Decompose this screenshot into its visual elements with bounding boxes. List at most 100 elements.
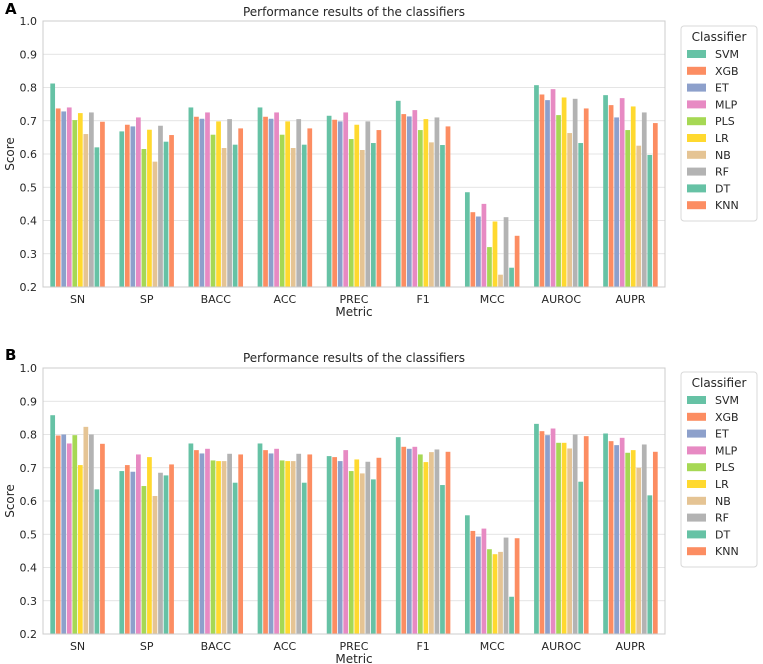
bar-knn-mcc bbox=[514, 235, 520, 287]
bar-svm-sp bbox=[119, 131, 125, 287]
y-tick-label: 0.4 bbox=[20, 562, 38, 575]
bar-lr-acc bbox=[285, 121, 291, 287]
chart-title: Performance results of the classifiers bbox=[243, 351, 465, 365]
bar-svm-f1 bbox=[395, 437, 401, 634]
bar-nb-auroc bbox=[567, 448, 572, 634]
bar-mlp-bacc bbox=[205, 112, 210, 287]
bar-pls-mcc bbox=[487, 549, 492, 634]
legend-label-dt: DT bbox=[715, 528, 730, 541]
bar-rf-auroc bbox=[572, 434, 578, 634]
bar-xgb-f1 bbox=[401, 114, 407, 287]
x-tick-label: AUPR bbox=[616, 293, 646, 306]
legend-label-mlp: MLP bbox=[715, 444, 738, 457]
y-tick-label: 0.3 bbox=[20, 595, 38, 608]
bar-dt-bacc bbox=[232, 482, 238, 634]
x-tick-label: SN bbox=[70, 293, 85, 306]
bar-lr-aupr bbox=[630, 106, 636, 287]
bar-mlp-sp bbox=[136, 117, 141, 287]
bar-knn-bacc bbox=[238, 128, 244, 287]
bar-nb-prec bbox=[359, 473, 365, 634]
bar-dt-f1 bbox=[440, 145, 445, 287]
legend-title: Classifier bbox=[692, 376, 747, 390]
bar-rf-acc bbox=[296, 453, 302, 634]
y-tick-label: 0.8 bbox=[20, 82, 38, 95]
bar-rf-acc bbox=[296, 119, 302, 288]
bar-mlp-mcc bbox=[481, 528, 487, 634]
bar-mlp-aupr bbox=[619, 98, 625, 287]
bar-svm-f1 bbox=[395, 100, 401, 287]
x-tick-label: SP bbox=[140, 293, 154, 306]
bar-dt-sp bbox=[163, 141, 169, 287]
bar-lr-bacc bbox=[216, 121, 221, 287]
bar-rf-bacc bbox=[227, 453, 232, 634]
bar-lr-auroc bbox=[561, 442, 567, 634]
bar-svm-aupr bbox=[603, 433, 608, 634]
bar-rf-prec bbox=[365, 121, 371, 287]
legend-swatch-rf bbox=[687, 513, 706, 522]
y-tick-label: 1.0 bbox=[20, 15, 38, 28]
bar-svm-acc bbox=[257, 443, 263, 634]
bar-xgb-acc bbox=[263, 450, 268, 634]
bar-nb-sn bbox=[83, 134, 89, 287]
bar-lr-prec bbox=[354, 459, 360, 634]
bar-lr-sn bbox=[77, 465, 83, 634]
legend-label-et: ET bbox=[715, 82, 729, 95]
bar-nb-acc bbox=[290, 461, 296, 634]
bar-dt-auroc bbox=[578, 143, 584, 287]
bar-knn-auroc bbox=[583, 436, 589, 634]
bar-dt-sn bbox=[94, 147, 100, 287]
bar-mlp-sn bbox=[66, 107, 72, 287]
bar-et-sp bbox=[130, 126, 136, 287]
legend-swatch-mlp bbox=[687, 100, 706, 109]
x-tick-label: ACC bbox=[274, 293, 297, 306]
x-tick-label: PREC bbox=[340, 293, 369, 306]
bar-svm-prec bbox=[326, 456, 332, 634]
bar-et-bacc bbox=[199, 453, 205, 634]
bar-xgb-acc bbox=[263, 116, 268, 287]
bar-dt-aupr bbox=[647, 154, 653, 287]
legend-swatch-svm bbox=[687, 396, 706, 404]
y-axis-label: Score bbox=[3, 137, 17, 171]
bar-et-sn bbox=[61, 111, 67, 287]
y-tick-label: 0.4 bbox=[20, 215, 38, 228]
bar-dt-sp bbox=[163, 475, 169, 634]
bar-knn-f1 bbox=[445, 451, 451, 634]
x-tick-label: AUROC bbox=[542, 293, 582, 306]
bar-et-aupr bbox=[614, 445, 619, 634]
bar-svm-sn bbox=[50, 83, 56, 287]
legend-label-mlp: MLP bbox=[715, 98, 738, 111]
legend-label-pls: PLS bbox=[715, 115, 735, 128]
bar-svm-aupr bbox=[603, 95, 608, 288]
y-tick-label: 0.3 bbox=[20, 248, 38, 261]
bar-et-auroc bbox=[545, 435, 550, 634]
y-tick-label: 0.5 bbox=[20, 181, 38, 194]
bar-dt-aupr bbox=[647, 495, 653, 634]
bar-pls-f1 bbox=[417, 454, 423, 634]
bar-lr-mcc bbox=[492, 221, 498, 287]
x-tick-label: PREC bbox=[340, 640, 369, 653]
legend-swatch-xgb bbox=[687, 412, 706, 421]
y-tick-label: 0.2 bbox=[20, 628, 38, 641]
legend-swatch-rf bbox=[687, 167, 706, 176]
bar-xgb-auroc bbox=[539, 431, 545, 634]
bar-pls-acc bbox=[279, 460, 285, 634]
bar-lr-aupr bbox=[630, 450, 636, 634]
bar-rf-auroc bbox=[572, 98, 578, 288]
bar-pls-bacc bbox=[210, 134, 216, 287]
legend-label-knn: KNN bbox=[715, 199, 739, 212]
bar-dt-sn bbox=[94, 489, 100, 634]
bar-pls-mcc bbox=[487, 247, 492, 287]
legend-swatch-nb bbox=[687, 150, 706, 159]
bar-svm-bacc bbox=[188, 107, 194, 287]
bar-et-bacc bbox=[199, 118, 205, 287]
bar-nb-bacc bbox=[221, 461, 227, 634]
legend: Classifier SVM XGB ET MLP PLS LR NB RF DT KNN bbox=[680, 371, 758, 568]
x-tick-label: SN bbox=[70, 640, 85, 653]
legend-label-et: ET bbox=[715, 428, 729, 441]
legend-swatch-xgb bbox=[687, 66, 706, 75]
bar-nb-sn bbox=[83, 426, 89, 634]
x-tick-label: AUPR bbox=[616, 640, 646, 653]
bar-svm-bacc bbox=[188, 443, 194, 634]
y-tick-label: 0.2 bbox=[20, 281, 38, 294]
